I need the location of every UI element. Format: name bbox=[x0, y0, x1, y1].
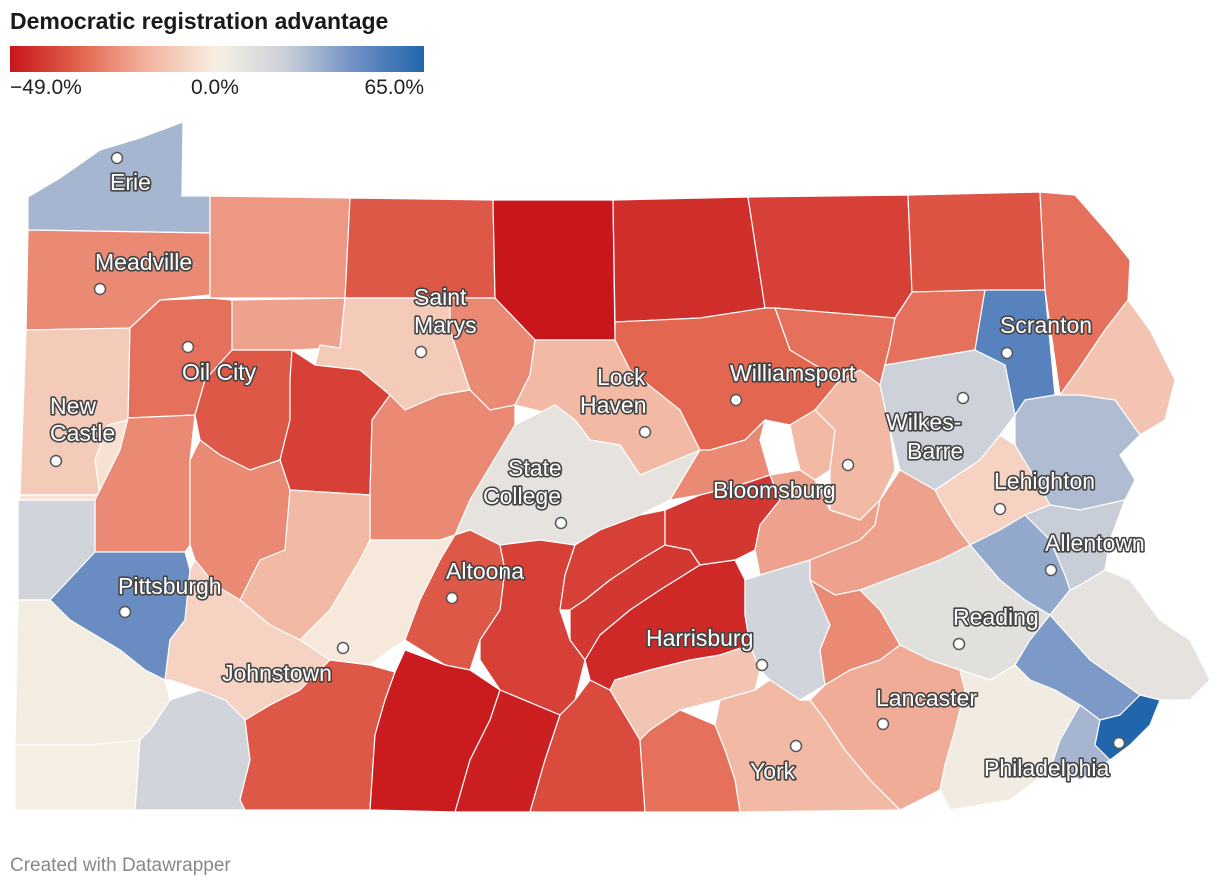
city-label: Bloomsburg bbox=[713, 477, 836, 503]
city-dot bbox=[1044, 563, 1058, 577]
legend-mid-label: 0.0% bbox=[191, 76, 239, 99]
city-scranton[interactable]: Scranton bbox=[998, 310, 1094, 360]
city-dot bbox=[93, 282, 107, 296]
county-forest[interactable] bbox=[231, 297, 346, 351]
county-susquehanna[interactable] bbox=[907, 191, 1046, 293]
city-dot bbox=[789, 739, 803, 753]
city-label: Lancaster bbox=[876, 685, 977, 711]
city-bloomsburg[interactable]: Bloomsburg bbox=[711, 458, 855, 505]
city-label: Pittsburgh bbox=[118, 573, 222, 599]
city-dot bbox=[414, 345, 428, 359]
city-altoona[interactable]: Altoona bbox=[444, 556, 526, 605]
city-label: Johnstown bbox=[222, 660, 332, 686]
legend-min-label: −49.0% bbox=[10, 76, 82, 99]
city-dot bbox=[181, 340, 195, 354]
legend-max-label: 65.0% bbox=[364, 76, 424, 99]
city-label: Harrisburg bbox=[646, 625, 753, 651]
city-label: Reading bbox=[953, 604, 1039, 630]
city-meadville[interactable]: Meadville bbox=[93, 247, 194, 296]
city-label: Williamsport bbox=[730, 360, 856, 386]
city-reading[interactable]: Reading bbox=[951, 602, 1040, 651]
county-philadelphia[interactable] bbox=[1094, 694, 1161, 761]
city-label: Scranton bbox=[1000, 312, 1092, 338]
city-dot bbox=[729, 393, 743, 407]
city-dot bbox=[876, 717, 890, 731]
city-harrisburg[interactable]: Harrisburg bbox=[644, 623, 769, 672]
city-label: New Castle bbox=[50, 393, 115, 446]
city-label: Philadelphia bbox=[984, 755, 1110, 781]
city-dot bbox=[952, 637, 966, 651]
datawrapper-credit: Created with Datawrapper bbox=[10, 855, 231, 876]
legend-gradient-bar bbox=[10, 46, 424, 72]
city-label: Wilkes-Barre bbox=[886, 409, 963, 464]
county-columbia[interactable] bbox=[814, 369, 896, 521]
city-label: Saint Marys bbox=[414, 284, 477, 338]
county-mckean[interactable] bbox=[344, 197, 496, 299]
city-label: Lehighton bbox=[994, 468, 1095, 494]
city-dot bbox=[336, 641, 350, 655]
city-philadelphia[interactable]: Philadelphia bbox=[982, 736, 1126, 783]
city-erie[interactable]: Erie bbox=[108, 151, 153, 197]
city-dot bbox=[49, 454, 63, 468]
city-label: Erie bbox=[110, 169, 151, 195]
city-dot bbox=[638, 425, 652, 439]
city-williamsport[interactable]: Williamsport bbox=[728, 358, 857, 407]
city-dot bbox=[1112, 736, 1126, 750]
city-label: State College bbox=[483, 455, 562, 509]
city-markers: Erie Meadville Oil City New Castle Pittsb… bbox=[48, 151, 1146, 786]
city-label: Oil City bbox=[182, 359, 257, 385]
city-dot bbox=[1000, 346, 1014, 360]
county-layer bbox=[14, 121, 1211, 813]
county-tioga[interactable] bbox=[612, 196, 766, 323]
city-dot bbox=[993, 502, 1007, 516]
city-label: Allentown bbox=[1045, 530, 1145, 556]
city-new-castle[interactable]: New Castle bbox=[48, 391, 117, 468]
city-lock-haven[interactable]: Lock Haven bbox=[578, 362, 652, 439]
color-legend: −49.0% 0.0% 65.0% bbox=[10, 46, 424, 102]
county-adams[interactable] bbox=[639, 709, 741, 813]
city-wilkes-barre[interactable]: Wilkes-Barre bbox=[884, 391, 970, 466]
city-label: Lock Haven bbox=[580, 364, 646, 418]
county-union[interactable] bbox=[669, 419, 771, 501]
county-greene[interactable] bbox=[14, 739, 141, 811]
city-label: Meadville bbox=[95, 249, 192, 275]
city-dot bbox=[956, 391, 970, 405]
city-oil-city[interactable]: Oil City bbox=[180, 340, 258, 387]
city-johnstown[interactable]: Johnstown bbox=[220, 641, 350, 688]
county-bradford[interactable] bbox=[747, 194, 913, 319]
city-dot bbox=[841, 458, 855, 472]
city-dot bbox=[445, 591, 459, 605]
city-dot bbox=[110, 151, 124, 165]
county-lycoming[interactable] bbox=[614, 307, 841, 451]
city-pittsburgh[interactable]: Pittsburgh bbox=[116, 571, 223, 619]
city-allentown[interactable]: Allentown bbox=[1043, 528, 1146, 577]
city-label: Altoona bbox=[446, 558, 524, 584]
city-dot bbox=[118, 605, 132, 619]
city-label: York bbox=[750, 758, 796, 784]
city-lehighton[interactable]: Lehighton bbox=[992, 466, 1097, 516]
city-lancaster[interactable]: Lancaster bbox=[874, 683, 979, 731]
county-warren[interactable] bbox=[209, 195, 351, 299]
city-state-college[interactable]: State College bbox=[481, 453, 568, 530]
city-dot bbox=[755, 658, 769, 672]
map-title: Democratic registration advantage bbox=[10, 8, 389, 34]
city-york[interactable]: York bbox=[748, 739, 803, 786]
city-saint-marys[interactable]: Saint Marys bbox=[412, 282, 478, 359]
city-dot bbox=[554, 516, 568, 530]
